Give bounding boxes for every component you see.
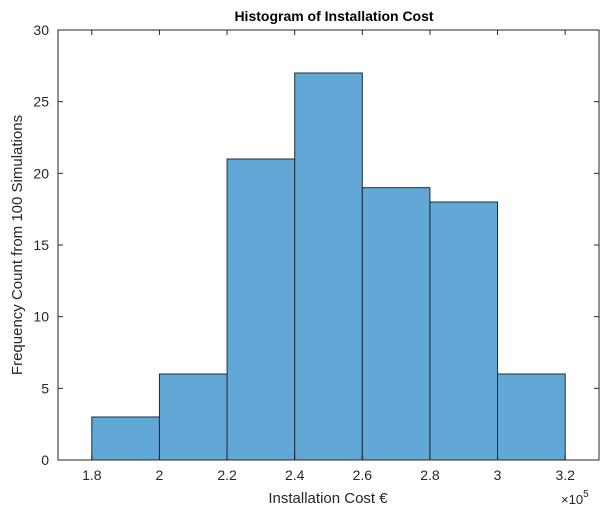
x-tick-label: 2.4 [285, 467, 305, 483]
y-tick-label: 0 [41, 452, 49, 468]
histogram-bar [226, 158, 296, 461]
histogram-bar [429, 201, 499, 461]
bars-group [91, 72, 566, 461]
y-tick-label: 25 [33, 94, 49, 110]
histogram-bar [158, 373, 228, 461]
histogram-bar [294, 72, 363, 461]
y-tick-label: 30 [33, 22, 49, 38]
x-exponent-power: 5 [583, 489, 589, 500]
x-tick-label: 2 [156, 467, 164, 483]
histogram-bar [91, 416, 160, 461]
x-tick-label: 3.2 [555, 467, 575, 483]
y-tick-label: 15 [33, 237, 49, 253]
x-axis-ticks: 1.8 2 2.2 2.4 2.6 2.8 3 3.2 [82, 30, 575, 483]
x-tick-label: 1.8 [82, 467, 102, 483]
y-tick-label: 5 [41, 380, 49, 396]
x-tick-label: 2.6 [353, 467, 373, 483]
y-tick-label: 10 [33, 309, 49, 325]
x-tick-label: 2.2 [217, 467, 237, 483]
y-tick-label: 20 [33, 165, 49, 181]
x-axis-label: Installation Cost € [268, 490, 388, 507]
x-tick-label: 2.8 [420, 467, 440, 483]
x-axis-exponent: ×105 [561, 489, 589, 507]
x-tick-label: 3 [494, 467, 502, 483]
y-axis-ticks: 0 5 10 15 20 25 30 [33, 22, 599, 468]
histogram-bar [497, 373, 566, 461]
histogram-bar [361, 187, 431, 461]
y-axis-label: Frequency Count from 100 Simulations [9, 115, 26, 375]
chart-title: Histogram of Installation Cost [234, 8, 433, 24]
x-exponent-base: ×10 [561, 492, 583, 507]
